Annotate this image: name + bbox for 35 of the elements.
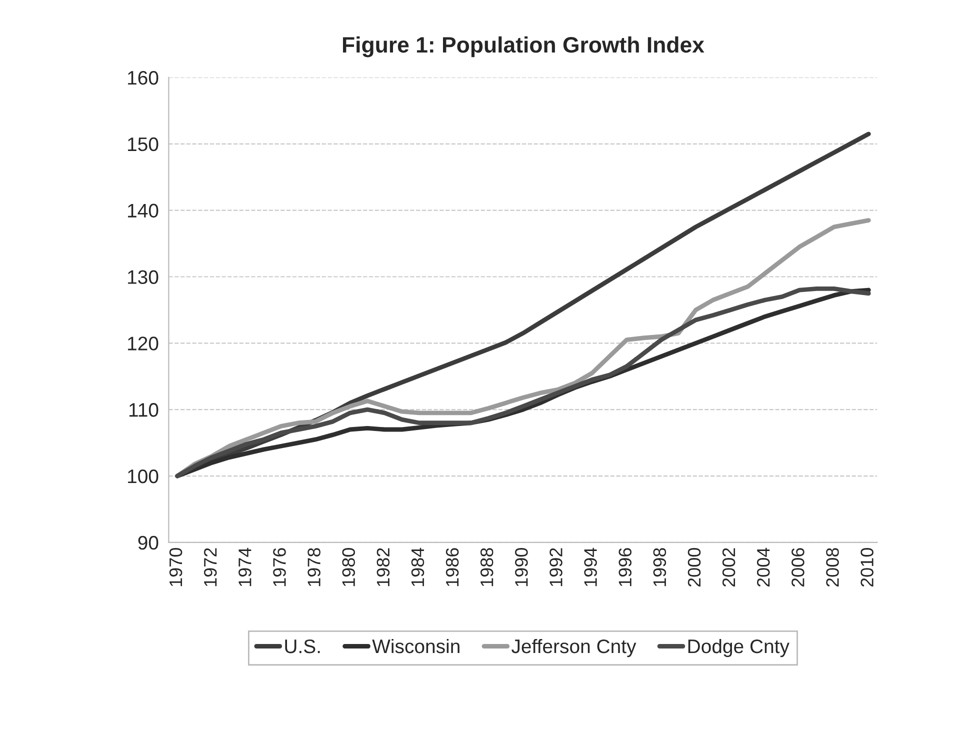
x-tick-label: 1974	[238, 548, 252, 586]
x-tick-label: 2010	[860, 548, 874, 587]
x-tick-label: 1998	[653, 548, 666, 586]
x-tick-label: 2002	[722, 548, 736, 587]
legend-label: Wisconsin	[372, 638, 460, 654]
y-tick-label: 110	[129, 403, 158, 417]
legend-label: U.S.	[285, 639, 320, 654]
x-tick-label: 1978	[308, 548, 320, 586]
x-tick-label: 2004	[756, 548, 770, 587]
x-tick-label: 1982	[376, 548, 390, 586]
legend-label: Dodge Cnty	[688, 638, 790, 658]
chart-title: Figure 1: Population Growth Index	[342, 36, 704, 58]
y-tick-label: 130	[128, 270, 158, 284]
x-tick-label: 1994	[584, 548, 597, 586]
y-tick-label: 150	[128, 137, 158, 152]
y-tick-label: 100	[128, 469, 158, 484]
x-tick-label: 1970	[169, 548, 182, 586]
y-tick-label: 90	[138, 536, 158, 550]
legend-label: Jefferson Cnty	[512, 638, 636, 658]
x-tick-label: 1976	[273, 548, 286, 586]
x-tick-label: 1986	[446, 548, 459, 586]
x-tick-label: 1988	[480, 548, 494, 586]
x-tick-label: 1990	[515, 548, 528, 586]
x-tick-label: 1980	[342, 548, 355, 586]
x-tick-label: 1984	[411, 548, 424, 586]
x-tick-label: 1972	[204, 548, 217, 586]
x-tick-label: 2008	[826, 548, 839, 587]
y-tick-label: 160	[128, 70, 158, 85]
x-tick-label: 1992	[550, 548, 562, 586]
x-tick-label: 2006	[792, 548, 804, 587]
line-series	[175, 218, 871, 478]
x-tick-label: 1996	[618, 548, 632, 586]
y-tick-label: 140	[128, 204, 158, 218]
y-tick-label: 120	[128, 336, 158, 350]
x-tick-label: 2000	[688, 548, 701, 587]
